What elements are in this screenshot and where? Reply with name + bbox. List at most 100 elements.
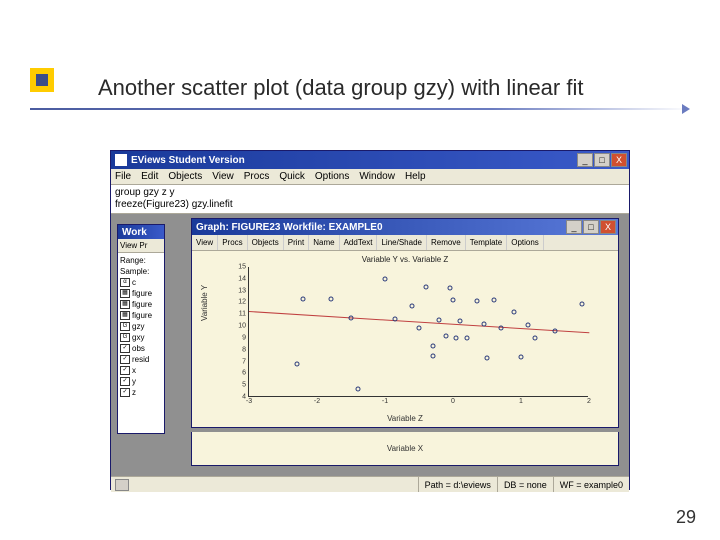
scatter-point [437, 318, 442, 323]
object-icon: ▦ [120, 311, 130, 320]
chart-xlabel: Variable Z [192, 414, 618, 423]
ytick: 7 [242, 358, 249, 365]
status-wf: WF = example0 [553, 477, 629, 492]
scatter-point [447, 286, 452, 291]
ytick: 8 [242, 346, 249, 353]
workfile-titlebar[interactable]: Work [118, 225, 164, 239]
ytick: 10 [238, 323, 249, 330]
object-icon: α [120, 278, 130, 287]
object-label: figure [132, 299, 152, 310]
scatter-point [580, 301, 585, 306]
menu-quick[interactable]: Quick [279, 171, 305, 182]
scatter-point [355, 386, 360, 391]
scatter-point [498, 326, 503, 331]
graph-tool-lineshade[interactable]: Line/Shade [377, 235, 426, 250]
cmdline-1: group gzy z y [115, 187, 625, 199]
graph-toolbar: ViewProcsObjectsPrintNameAddTextLine/Sha… [192, 235, 618, 251]
scatter-point [481, 321, 486, 326]
graph-tool-print[interactable]: Print [284, 235, 309, 250]
ytick: 12 [238, 299, 249, 306]
graph-tool-name[interactable]: Name [309, 235, 339, 250]
menu-file[interactable]: File [115, 171, 131, 182]
maximize-button[interactable]: □ [594, 153, 610, 167]
xtick: 1 [519, 396, 523, 405]
workfile-item-obs[interactable]: ✓obs [120, 343, 162, 354]
object-icon: ✓ [120, 344, 130, 353]
workfile-item-c[interactable]: αc [120, 277, 162, 288]
command-line[interactable]: group gzy z y freeze(Figure23) gzy.linef… [111, 185, 629, 214]
scatter-point [393, 317, 398, 322]
graph-maximize-button[interactable]: □ [583, 220, 599, 234]
ytick: 5 [242, 382, 249, 389]
title-arrow [682, 104, 690, 114]
scatter-point [444, 333, 449, 338]
object-icon: G [120, 322, 130, 331]
workfile-item-resid[interactable]: ✓resid [120, 354, 162, 365]
object-icon: ✓ [120, 366, 130, 375]
object-icon: ▦ [120, 289, 130, 298]
object-icon: ▦ [120, 300, 130, 309]
app-icon [115, 154, 127, 166]
statusbar: Path = d:\eviews DB = none WF = example0 [111, 476, 629, 492]
scatter-point [491, 298, 496, 303]
scatter-point [485, 356, 490, 361]
chart-ylabel: Variable Y [200, 285, 209, 321]
object-label: x [132, 365, 136, 376]
graph-window[interactable]: Graph: FIGURE23 Workfile: EXAMPLE0 _ □ X… [191, 218, 619, 428]
chart-plot: 456789101112131415-3-2-1012 [248, 267, 588, 397]
chart-area: Variable Y vs. Variable Z Variable Y 456… [192, 251, 618, 427]
scatter-point [383, 276, 388, 281]
menu-help[interactable]: Help [405, 171, 426, 182]
workfile-item-figure[interactable]: ▦figure [120, 310, 162, 321]
graph-tool-objects[interactable]: Objects [248, 235, 284, 250]
workfile-toolbar[interactable]: View Pr [118, 239, 164, 253]
object-label: z [132, 387, 136, 398]
workfile-item-gxy[interactable]: Ggxy [120, 332, 162, 343]
graph-close-button[interactable]: X [600, 220, 616, 234]
scatter-point [519, 354, 524, 359]
xtick: 0 [451, 396, 455, 405]
workfile-title: Work [122, 227, 164, 238]
object-label: c [132, 277, 136, 288]
workfile-item-y[interactable]: ✓y [120, 376, 162, 387]
workfile-item-gzy[interactable]: Ggzy [120, 321, 162, 332]
main-titlebar[interactable]: EViews Student Version _ □ X [111, 151, 629, 169]
scroll-indicator[interactable] [115, 479, 129, 491]
ytick: 15 [238, 264, 249, 271]
menu-edit[interactable]: Edit [141, 171, 158, 182]
graph-tool-template[interactable]: Template [466, 235, 507, 250]
graph-minimize-button[interactable]: _ [566, 220, 582, 234]
menu-options[interactable]: Options [315, 171, 349, 182]
minimize-button[interactable]: _ [577, 153, 593, 167]
graph-tool-addtext[interactable]: AddText [340, 235, 378, 250]
graph-titlebar[interactable]: Graph: FIGURE23 Workfile: EXAMPLE0 _ □ X [192, 219, 618, 235]
close-button[interactable]: X [611, 153, 627, 167]
menu-procs[interactable]: Procs [244, 171, 270, 182]
ytick: 9 [242, 334, 249, 341]
background-chart-xlabel: Variable X [191, 432, 619, 466]
scatter-point [294, 361, 299, 366]
object-label: gzy [132, 321, 144, 332]
graph-tool-view[interactable]: View [192, 235, 218, 250]
workfile-item-figure[interactable]: ▦figure [120, 288, 162, 299]
ytick: 6 [242, 370, 249, 377]
workfile-body: Range: Sample: αc▦figure▦figure▦figureGg… [118, 253, 164, 400]
scatter-point [430, 353, 435, 358]
scatter-point [457, 319, 462, 324]
object-icon: ✓ [120, 388, 130, 397]
scatter-point [349, 315, 354, 320]
workfile-window[interactable]: Work View Pr Range: Sample: αc▦figure▦fi… [117, 224, 165, 434]
graph-title: Graph: FIGURE23 Workfile: EXAMPLE0 [196, 222, 566, 233]
graph-tool-remove[interactable]: Remove [427, 235, 466, 250]
workfile-item-x[interactable]: ✓x [120, 365, 162, 376]
workfile-item-z[interactable]: ✓z [120, 387, 162, 398]
menu-view[interactable]: View [212, 171, 234, 182]
workfile-item-figure[interactable]: ▦figure [120, 299, 162, 310]
menu-objects[interactable]: Objects [168, 171, 202, 182]
graph-tool-options[interactable]: Options [507, 235, 544, 250]
scatter-point [417, 326, 422, 331]
slide-title: Another scatter plot (data group gzy) wi… [98, 75, 583, 101]
menu-window[interactable]: Window [359, 171, 395, 182]
graph-tool-procs[interactable]: Procs [218, 235, 247, 250]
scatter-point [553, 328, 558, 333]
